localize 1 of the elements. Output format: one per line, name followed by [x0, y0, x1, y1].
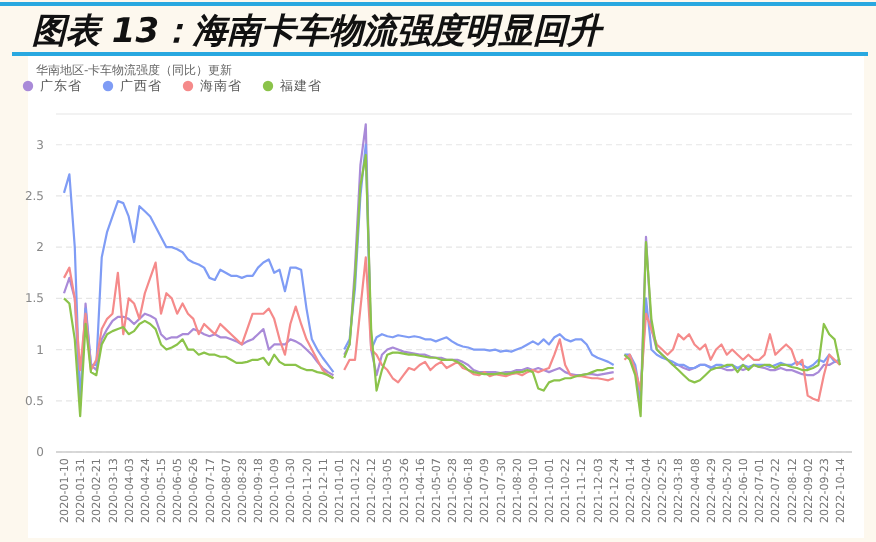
- chart-title: 图表 13：海南卡车物流强度明显回升: [32, 12, 606, 52]
